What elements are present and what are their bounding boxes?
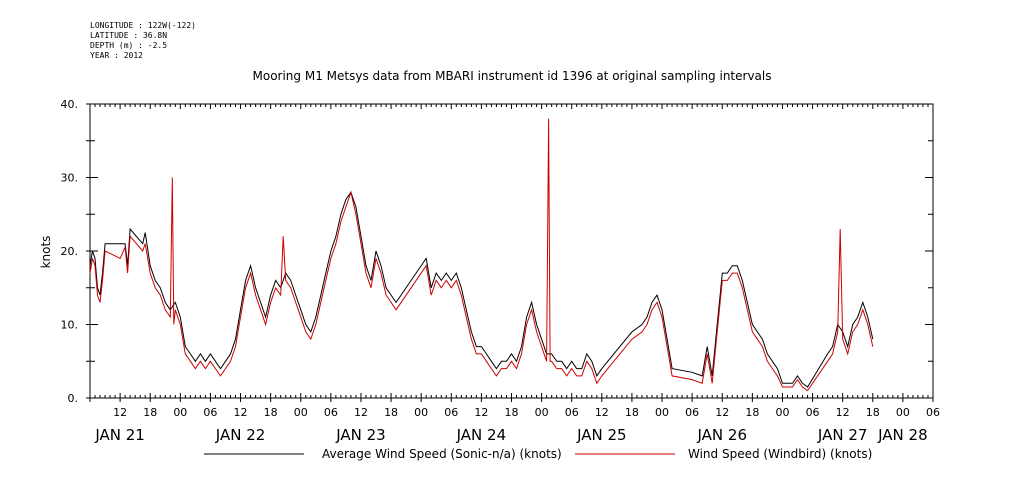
- x-tick-label: 18: [143, 406, 157, 419]
- latitude-text: LATITUDE : 36.8N: [90, 31, 168, 40]
- x-tick-label: 00: [775, 406, 789, 419]
- x-tick-label: 06: [324, 406, 338, 419]
- series-line-average-wind-speed: [89, 191, 874, 388]
- x-tick-label: 06: [806, 406, 820, 419]
- x-tick-label: 18: [505, 406, 519, 419]
- x-tick-label: 12: [113, 406, 127, 419]
- x-tick-label: 00: [655, 406, 669, 419]
- day-label: JAN 26: [697, 426, 748, 444]
- y-tick-labels: 0. 10. 20. 30. 40.: [61, 98, 79, 405]
- y-tick-label: 0.: [68, 392, 79, 405]
- depth-text: DEPTH (m) : -2.5: [90, 41, 168, 50]
- x-tick-label: 12: [715, 406, 729, 419]
- x-tick-label: 12: [234, 406, 248, 419]
- day-label: JAN 21: [94, 426, 145, 444]
- day-label: JAN 25: [576, 426, 627, 444]
- x-tick-label: 00: [896, 406, 910, 419]
- day-label: JAN 27: [817, 426, 868, 444]
- x-tick-label: 18: [264, 406, 278, 419]
- x-tick-label: 18: [866, 406, 880, 419]
- x-tick-label: 00: [173, 406, 187, 419]
- day-label: JAN 28: [877, 426, 928, 444]
- x-tick-labels: 12 18 00 06 12 18 00 06 12 18 00 06 12 18 00 06 12 18 00 06…: [113, 406, 940, 419]
- day-label: JAN 24: [456, 426, 507, 444]
- y-axis-label: knots: [39, 236, 53, 269]
- legend-label-average: Average Wind Speed (Sonic-n/a) (knots): [322, 447, 562, 461]
- series-line-windbird-wind-speed: [89, 118, 874, 392]
- x-tick-label: 12: [354, 406, 368, 419]
- legend-label-windbird: Wind Speed (Windbird) (knots): [688, 447, 872, 461]
- x-tick-label: 00: [414, 406, 428, 419]
- x-tick-label: 06: [565, 406, 579, 419]
- y-tick-label: 10.: [61, 319, 79, 332]
- chart-title: Mooring M1 Metsys data from MBARI instru…: [253, 69, 772, 83]
- x-tick-label: 06: [203, 406, 217, 419]
- x-tick-label: 06: [926, 406, 940, 419]
- location-metadata: LONGITUDE : 122W(-122) LATITUDE : 36.8N …: [90, 21, 196, 61]
- y-tick-label: 20.: [61, 245, 79, 258]
- longitude-text: LONGITUDE : 122W(-122): [90, 21, 196, 30]
- year-text: YEAR : 2012: [90, 51, 143, 60]
- x-tick-label: 00: [294, 406, 308, 419]
- x-tick-label: 12: [595, 406, 609, 419]
- x-tick-label: 12: [836, 406, 850, 419]
- x-tick-label: 18: [745, 406, 759, 419]
- day-label: JAN 23: [335, 426, 386, 444]
- day-label: JAN 22: [215, 426, 266, 444]
- x-tick-label: 12: [474, 406, 488, 419]
- legend: Average Wind Speed (Sonic-n/a) (knots) W…: [204, 447, 872, 461]
- y-tick-label: 30.: [61, 172, 79, 185]
- x-tick-label: 00: [535, 406, 549, 419]
- x-tick-label: 18: [384, 406, 398, 419]
- axis-ticks: [86, 103, 934, 402]
- x-tick-label: 06: [444, 406, 458, 419]
- y-tick-label: 40.: [61, 98, 79, 111]
- x-tick-label: 06: [685, 406, 699, 419]
- series-lines: [89, 118, 874, 392]
- x-tick-label: 18: [625, 406, 639, 419]
- day-labels: JAN 21 JAN 22 JAN 23 JAN 24 JAN 25 JAN 26 JAN …: [94, 426, 927, 444]
